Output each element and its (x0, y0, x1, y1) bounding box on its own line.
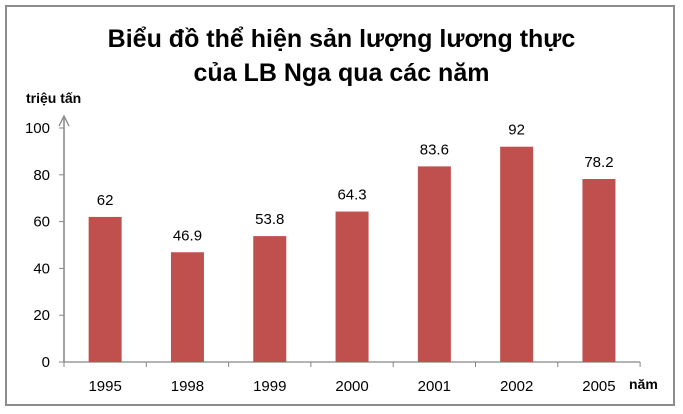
data-label: 64.3 (337, 187, 366, 204)
data-label: 92 (508, 122, 525, 139)
x-tick-label: 1999 (253, 378, 286, 395)
x-tick-label: 2005 (582, 378, 615, 395)
chart-title-line-1: Biểu đồ thể hiện sản lượng lương thực (107, 25, 576, 53)
x-tick-label: 2000 (335, 378, 368, 395)
x-tick-label: 2001 (418, 378, 451, 395)
y-tick-label: 0 (42, 354, 50, 371)
bar-1995 (88, 216, 122, 362)
bar-2000 (335, 211, 369, 362)
y-tick-label: 40 (33, 260, 50, 277)
bar-2005 (582, 179, 616, 362)
data-label: 53.8 (255, 211, 284, 228)
x-tick-label: 1995 (88, 378, 121, 395)
y-axis-label: triệu tấn (26, 90, 82, 106)
chart-title-line-2: của LB Nga qua các năm (193, 59, 490, 87)
data-label: 78.2 (584, 154, 613, 171)
x-tick-label: 1998 (171, 378, 204, 395)
bar-1998 (170, 252, 204, 362)
data-label: 46.9 (173, 227, 202, 244)
bar-2002 (500, 146, 534, 362)
y-tick-label: 80 (33, 167, 50, 184)
y-tick-label: 60 (33, 214, 50, 231)
x-axis-label: năm (629, 376, 658, 392)
data-label: 83.6 (420, 141, 449, 158)
chart-title: Biểu đồ thể hiện sản lượng lương thực củ… (0, 22, 683, 90)
data-label: 62 (97, 192, 114, 209)
y-tick-label: 100 (25, 120, 50, 137)
x-tick-label: 2002 (500, 378, 533, 395)
bar-2001 (417, 166, 451, 362)
y-axis-arrow-icon (58, 114, 70, 127)
bar-1999 (253, 236, 287, 362)
y-tick-label: 20 (33, 307, 50, 324)
